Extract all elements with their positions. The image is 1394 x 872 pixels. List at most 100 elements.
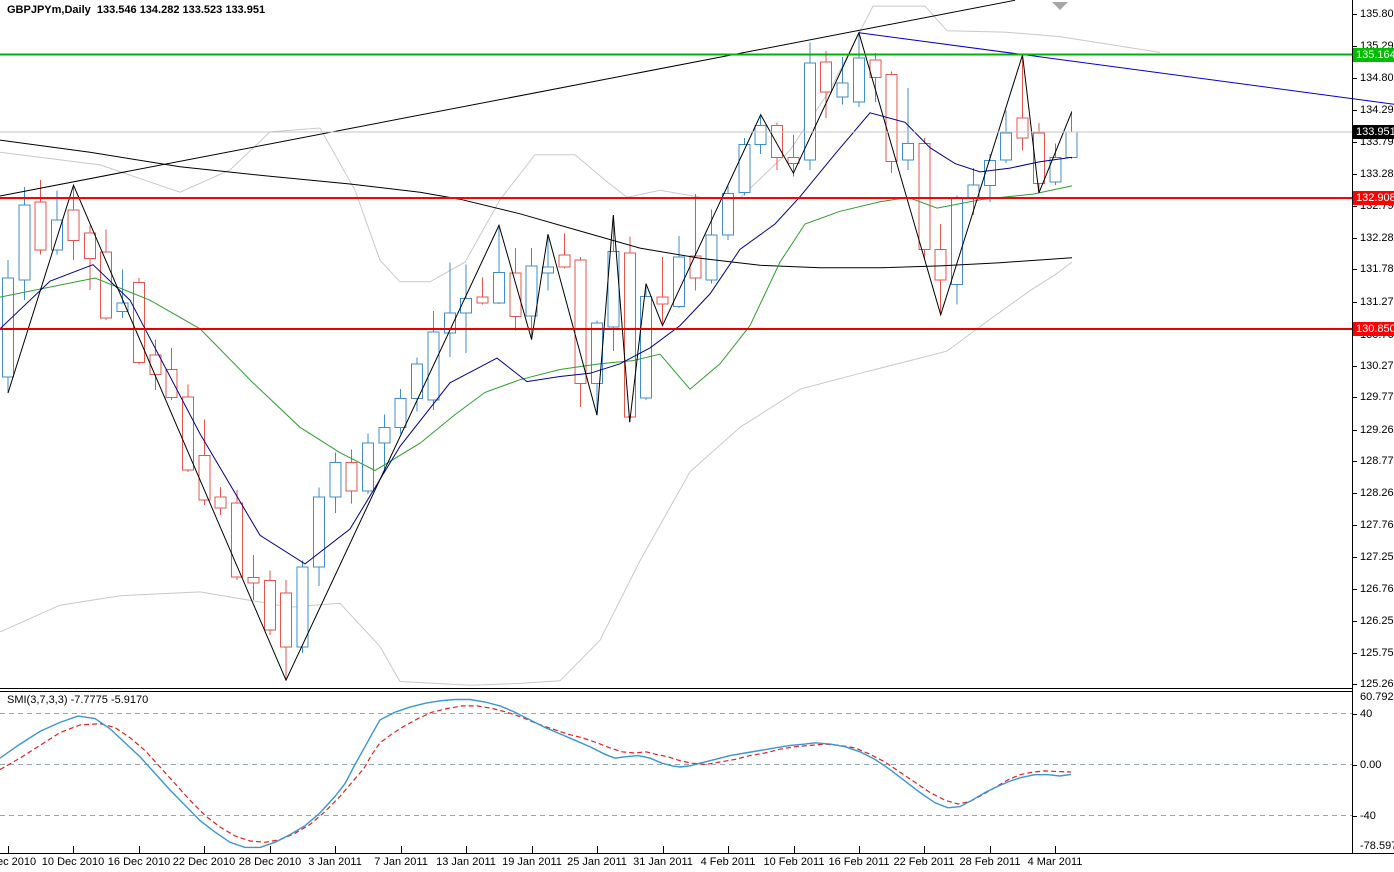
candle-body	[542, 266, 554, 274]
panel-separator-top[interactable]	[0, 688, 1352, 689]
date-tick	[859, 846, 860, 853]
candle-body	[329, 461, 342, 498]
date-tick	[204, 846, 205, 853]
price-tick-label: 125.755	[1360, 647, 1394, 659]
date-tick	[728, 846, 729, 853]
candle-body	[247, 576, 260, 584]
smi-max-label: 60.7926	[1360, 691, 1394, 703]
candle-body	[476, 296, 489, 304]
candle-body	[983, 160, 996, 186]
lower-envelope-line	[0, 261, 1073, 686]
date-tick	[1055, 846, 1056, 853]
candle-body	[934, 248, 947, 281]
price-axis[interactable]: 135.805135.295134.800134.290133.795133.2…	[1352, 0, 1394, 853]
date-tick	[8, 846, 9, 853]
date-label: 28 Dec 2010	[238, 856, 302, 868]
price-tick	[1352, 525, 1357, 526]
candle-body	[852, 57, 865, 103]
candle-body	[836, 82, 849, 98]
candle-body	[803, 62, 816, 161]
price-tick	[1352, 493, 1357, 494]
date-label: 31 Jan 2011	[633, 856, 693, 868]
price-tick	[1352, 621, 1357, 622]
candle-body	[1065, 131, 1078, 159]
price-tick	[1352, 269, 1357, 270]
ma-green-line	[0, 185, 1073, 472]
upper-envelope-line	[0, 5, 1161, 283]
zigzag-line	[7, 31, 1073, 682]
candle-body	[656, 296, 669, 305]
price-tick-label: 131.275	[1360, 296, 1394, 308]
price-tick-label: 133.285	[1360, 168, 1394, 180]
candle-body	[951, 198, 964, 285]
candle-body	[787, 156, 800, 165]
candle-body	[312, 496, 325, 568]
smi-level-label: 40	[1360, 708, 1373, 720]
price-tick-label: 134.290	[1360, 104, 1394, 116]
price-tick	[1352, 14, 1357, 15]
candle-body	[574, 259, 587, 385]
trendline-descending-resistance	[858, 32, 1394, 105]
candle-body	[378, 426, 391, 444]
price-tick-label: 126.760	[1360, 583, 1394, 595]
candle-body	[182, 396, 194, 471]
price-tick-label: 127.765	[1360, 519, 1394, 531]
candle-body	[902, 142, 914, 161]
candle-body	[231, 502, 244, 578]
date-label: 7 Jan 2011	[374, 856, 428, 868]
price-tick	[1352, 684, 1357, 685]
price-badge-133.951: 133.951	[1353, 125, 1394, 139]
candle-body	[83, 232, 96, 259]
price-badge-132.908: 132.908	[1353, 191, 1394, 205]
down-arrow-icon	[1052, 2, 1068, 10]
price-tick	[1352, 238, 1357, 239]
date-tick	[532, 846, 533, 853]
candle-body	[263, 579, 276, 631]
date-label: 10 Dec 2010	[41, 856, 105, 868]
price-tick-label: 129.265	[1360, 424, 1394, 436]
candle-body	[116, 302, 129, 313]
date-label: 10 Feb 2011	[763, 856, 825, 868]
date-label: 22 Feb 2011	[893, 856, 955, 868]
candle-body	[672, 256, 685, 308]
candle-body	[1049, 156, 1062, 183]
trendline-ascending-support	[0, 0, 1016, 197]
smi-main-line	[0, 698, 1072, 849]
candle-body	[967, 184, 980, 199]
candle-body	[771, 125, 784, 158]
smi-level-label: 0.00	[1360, 759, 1382, 771]
date-tick	[401, 846, 402, 853]
candle-body	[132, 281, 145, 363]
date-label: 4 Feb 2011	[700, 856, 756, 868]
date-label: 4 Mar 2011	[1027, 856, 1083, 868]
price-tick	[1352, 78, 1357, 79]
smi-level-tick	[1352, 816, 1357, 817]
panel-separator-bottom[interactable]	[0, 691, 1352, 692]
time-axis-border	[0, 853, 1394, 854]
price-tick	[1352, 366, 1357, 367]
price-tick-label: 135.805	[1360, 8, 1394, 20]
candle-body	[754, 125, 767, 146]
chart-title: GBPJPYm,Daily 133.546 134.282 133.523 13…	[7, 4, 266, 16]
candle-body	[525, 265, 538, 317]
candle-body	[1032, 132, 1045, 184]
candle-body	[280, 592, 293, 648]
date-label: 6 Dec 2010	[0, 856, 37, 868]
price-tick-label: 132.280	[1360, 232, 1394, 244]
candle-body	[689, 255, 702, 279]
date-tick	[794, 846, 795, 853]
price-tick	[1352, 653, 1357, 654]
candle-body	[738, 144, 751, 193]
price-tick-label: 125.260	[1360, 678, 1394, 690]
smi-panel-canvas[interactable]	[0, 691, 1352, 853]
price-badge-135.164: 135.164	[1353, 48, 1394, 62]
candle-body	[394, 398, 407, 428]
candle-body	[165, 369, 178, 398]
main-chart-canvas[interactable]	[0, 0, 1394, 689]
date-tick	[335, 846, 336, 853]
candle-body	[296, 566, 309, 648]
smi-level-tick	[1352, 714, 1357, 715]
price-tick	[1352, 46, 1357, 47]
price-tick	[1352, 397, 1357, 398]
